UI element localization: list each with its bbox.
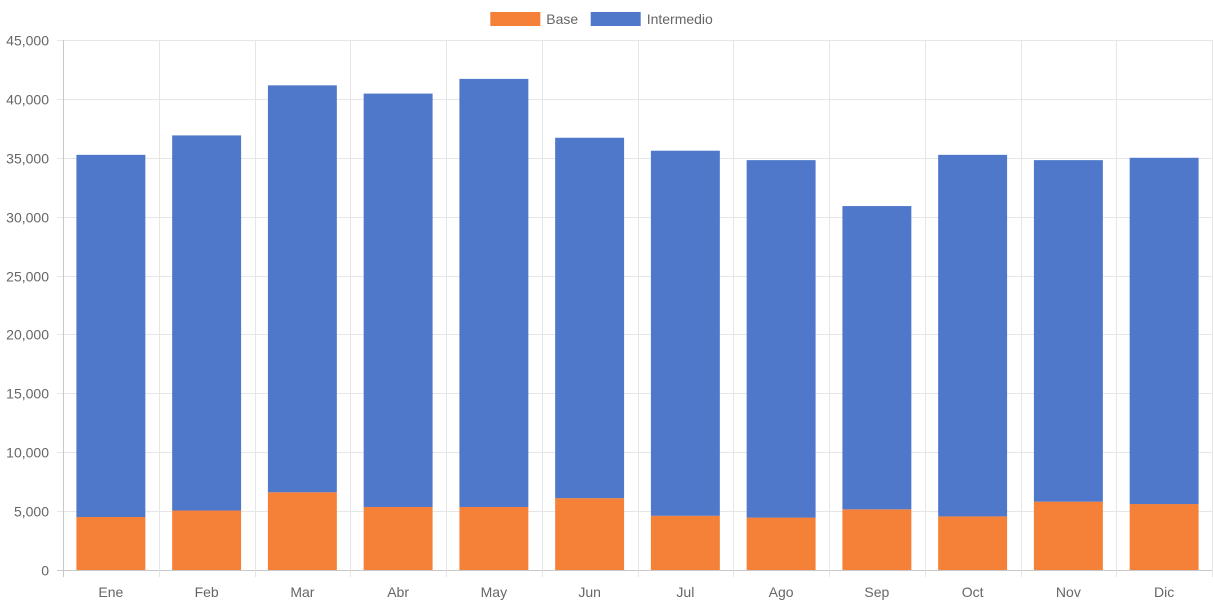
bar-intermedio-jul <box>650 150 720 516</box>
x-tick-label: Oct <box>962 584 984 600</box>
bars-group <box>76 78 1199 570</box>
bar-base-sep <box>842 509 912 570</box>
x-tick-label: Jul <box>676 584 694 600</box>
bar-intermedio-sep <box>842 206 912 510</box>
legend-swatch-intermedio <box>590 12 641 26</box>
y-tick-label: 40,000 <box>6 92 49 108</box>
x-tick-label: Nov <box>1056 584 1081 600</box>
bar-base-nov <box>1033 501 1103 570</box>
y-tick-label: 45,000 <box>6 33 49 49</box>
x-tick-label: May <box>481 584 507 600</box>
bar-base-mar <box>267 492 337 570</box>
y-tick-label: 20,000 <box>6 327 49 343</box>
bar-intermedio-dic <box>1129 157 1199 505</box>
y-tick-label: 5,000 <box>14 504 49 520</box>
bar-intermedio-jun <box>555 137 625 499</box>
x-tick-label: Dic <box>1154 584 1174 600</box>
bar-intermedio-ago <box>746 160 816 518</box>
bar-intermedio-nov <box>1033 160 1103 502</box>
y-axis: 0 5,000 10,000 15,000 20,000 25,000 30,000 35,0… <box>6 33 49 579</box>
legend-label-base: Base <box>546 11 578 27</box>
x-tick-label: Feb <box>195 584 219 600</box>
bar-base-jul <box>650 515 720 570</box>
y-tick-label: 25,000 <box>6 269 49 285</box>
x-tick-label: Mar <box>290 584 314 600</box>
bar-intermedio-abr <box>363 93 433 507</box>
x-tick-label: Ene <box>98 584 123 600</box>
bar-base-abr <box>363 506 433 570</box>
bar-base-dic <box>1129 504 1199 570</box>
x-tick-label: Sep <box>864 584 889 600</box>
legend-swatch-base <box>490 12 541 26</box>
bar-base-jun <box>555 498 625 570</box>
bar-intermedio-ene <box>76 154 146 518</box>
bar-base-ene <box>76 517 146 570</box>
y-tick-label: 15,000 <box>6 386 49 402</box>
bar-base-ago <box>746 517 816 570</box>
y-tick-label: 10,000 <box>6 445 49 461</box>
bar-intermedio-mar <box>267 85 337 493</box>
bar-intermedio-feb <box>172 135 242 511</box>
legend: Base Intermedio <box>490 11 713 27</box>
x-tick-label: Abr <box>387 584 409 600</box>
y-tick-label: 30,000 <box>6 210 49 226</box>
bar-base-may <box>459 506 529 570</box>
x-tick-label: Ago <box>769 584 794 600</box>
x-tick-label: Jun <box>578 584 601 600</box>
legend-label-intermedio: Intermedio <box>647 11 713 27</box>
bar-intermedio-may <box>459 78 529 507</box>
y-tick-label: 0 <box>41 563 49 579</box>
bar-base-feb <box>172 510 242 570</box>
x-axis: Ene Feb Mar Abr May Jun Jul Ago Sep Oct Nov Dic <box>98 584 1174 600</box>
bar-base-oct <box>938 516 1008 570</box>
y-tick-label: 35,000 <box>6 151 49 167</box>
bar-intermedio-oct <box>938 154 1008 517</box>
